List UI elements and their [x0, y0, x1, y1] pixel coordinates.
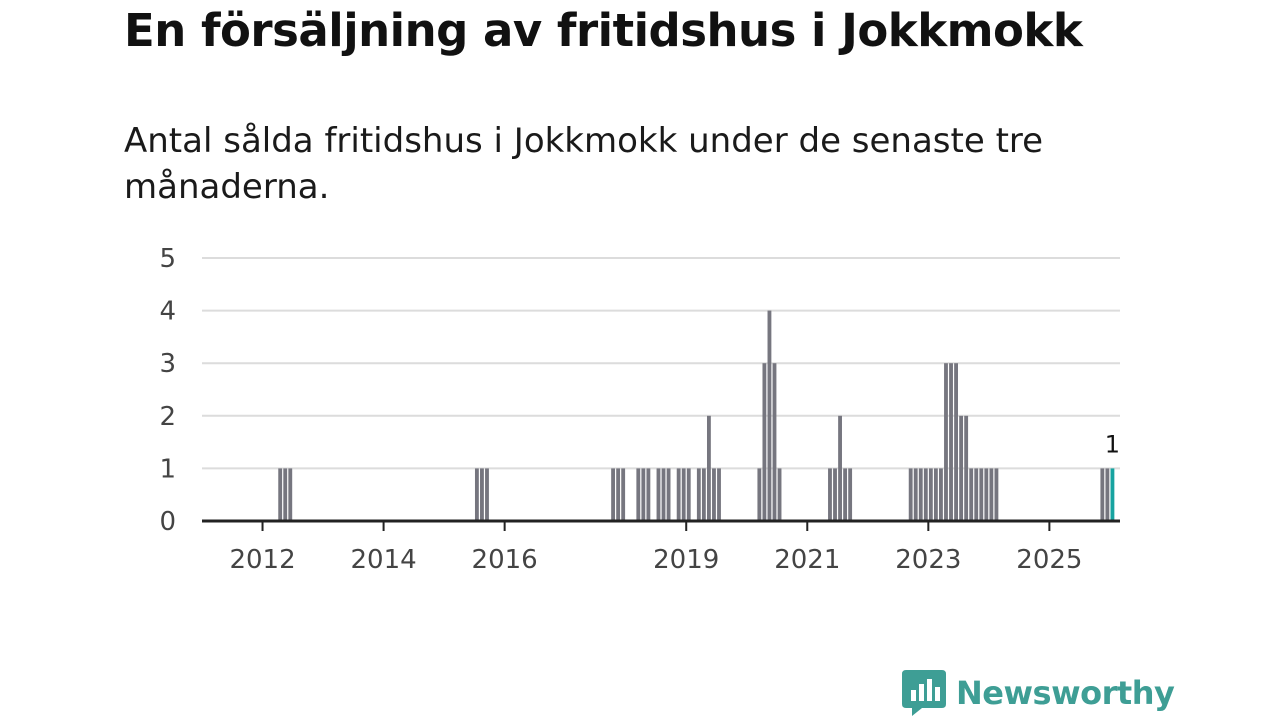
bar	[908, 468, 913, 521]
bar	[480, 468, 484, 521]
bar	[838, 415, 842, 521]
bar	[701, 468, 706, 521]
bar	[474, 468, 479, 521]
bar	[641, 468, 646, 521]
bar	[1105, 468, 1110, 521]
bar	[278, 468, 283, 521]
bar	[777, 468, 782, 521]
bar	[954, 363, 958, 521]
bar	[762, 363, 767, 521]
bar	[959, 415, 964, 521]
bar	[843, 468, 848, 521]
y-tick-label: 0	[159, 507, 176, 537]
newsworthy-logo-icon	[902, 670, 946, 716]
bar	[676, 468, 681, 521]
bar	[828, 468, 832, 521]
y-tick-label: 1	[159, 454, 176, 484]
x-tick-label: 2019	[653, 545, 719, 575]
bar	[646, 468, 651, 521]
bar	[772, 363, 777, 521]
bar	[661, 468, 666, 521]
bar	[757, 468, 762, 521]
bar	[964, 415, 969, 521]
bar	[944, 363, 948, 521]
bar	[696, 468, 701, 521]
bar	[621, 468, 626, 521]
bar	[288, 468, 293, 521]
bar	[913, 468, 918, 521]
bar	[974, 468, 979, 521]
bar	[923, 468, 928, 521]
bar	[656, 468, 661, 521]
bar	[984, 468, 989, 521]
bar	[681, 468, 686, 521]
x-tick-label: 2021	[774, 545, 840, 575]
bar	[717, 468, 721, 521]
bar	[933, 468, 938, 521]
bar	[1100, 468, 1105, 521]
bar	[616, 468, 621, 521]
bar	[767, 310, 772, 521]
data-label: 1	[1105, 430, 1120, 458]
bar	[848, 468, 853, 521]
bar	[686, 468, 691, 521]
bar	[712, 468, 716, 521]
y-tick-label: 4	[159, 297, 176, 327]
bar	[939, 468, 943, 521]
x-tick-label: 2016	[472, 545, 538, 575]
y-tick-label: 2	[159, 402, 176, 432]
bar	[994, 468, 999, 521]
x-tick-label: 2023	[895, 545, 961, 575]
bar	[918, 468, 923, 521]
bar	[979, 468, 984, 521]
x-tick-label: 2014	[350, 545, 416, 575]
bar	[666, 468, 671, 521]
x-tick-label: 2012	[229, 545, 295, 575]
chart-subtitle: Antal sålda fritidshus i Jokkmokk under …	[124, 121, 1044, 207]
y-tick-label: 3	[159, 349, 176, 379]
bar	[1110, 468, 1115, 521]
bar	[706, 415, 711, 521]
bar	[969, 468, 974, 521]
bar	[949, 363, 953, 521]
x-tick-label: 2025	[1016, 545, 1082, 575]
brand-name: Newsworthy	[956, 674, 1175, 712]
bar	[636, 468, 641, 521]
bar	[989, 468, 994, 521]
bar	[485, 468, 489, 521]
bar	[833, 468, 837, 521]
y-tick-label: 5	[159, 244, 176, 274]
bar	[928, 468, 933, 521]
bar	[283, 468, 288, 521]
bar	[611, 468, 616, 521]
brand-logo: Newsworthy	[902, 670, 1175, 716]
chart-title: En försäljning av fritidshus i Jokkmokk	[124, 4, 1083, 57]
